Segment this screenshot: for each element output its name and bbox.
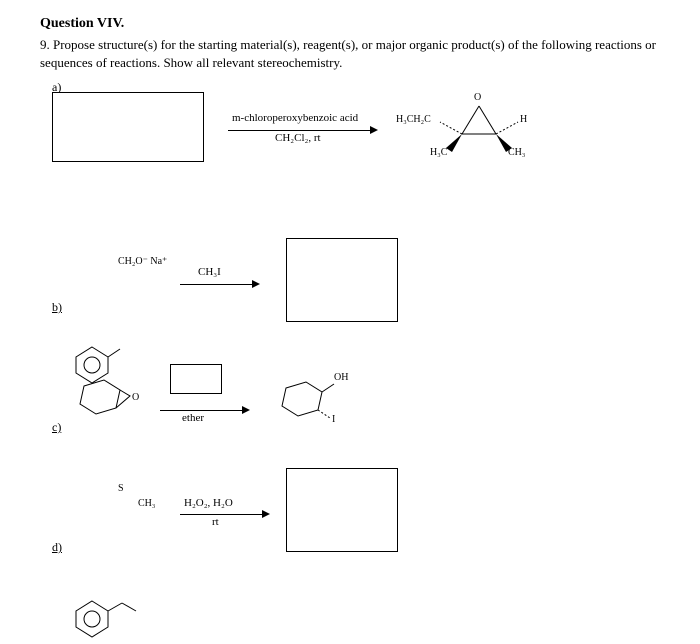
part-c-reagent: ether: [182, 412, 204, 424]
question-prompt: 9. Propose structure(s) for the starting…: [40, 36, 660, 71]
part-a-product: O H₃CH₂C H H₃C CH₃: [400, 92, 560, 162]
part-d-start-structure: [72, 599, 102, 629]
part-c-start-structure: [72, 376, 132, 425]
part-d-product-box: [286, 468, 398, 552]
part-b-label: b): [52, 300, 62, 315]
part-b-reagent: CH₃I: [198, 266, 221, 278]
part-d-reagent-bottom: rt: [212, 516, 219, 528]
part-d-reagent-top: H₂O₂, H₂O: [184, 497, 233, 509]
part-c-reagent-box: [170, 364, 222, 394]
part-a-top-right: H: [520, 114, 527, 125]
part-a-bot-right: CH₃: [508, 147, 525, 158]
part-c-label: c): [52, 420, 61, 435]
part-b-product-box: [286, 238, 398, 322]
part-d-S: S: [118, 483, 124, 494]
part-a-top-left: H₃CH₂C: [396, 114, 431, 125]
part-a-reagent-top: m-chloroperoxybenzoic acid: [232, 112, 358, 124]
part-a-start-box: [52, 92, 204, 162]
part-d-label: d): [52, 540, 62, 555]
part-a-reagent-bottom: CH₂Cl₂, rt: [275, 132, 321, 144]
part-d-CH3: CH₃: [138, 498, 155, 509]
part-a-bot-left: H₃C: [430, 147, 447, 158]
question-title: Question VIV.: [40, 16, 660, 32]
part-c-prod-oh: OH: [334, 372, 348, 383]
part-a-O: O: [474, 92, 481, 103]
part-b-substituent: CH₂O⁻ Na⁺: [118, 256, 167, 267]
part-c-epoxide-O: O: [132, 392, 139, 403]
part-c-prod-i: I: [332, 414, 335, 425]
part-b-start-structure: [72, 345, 102, 375]
